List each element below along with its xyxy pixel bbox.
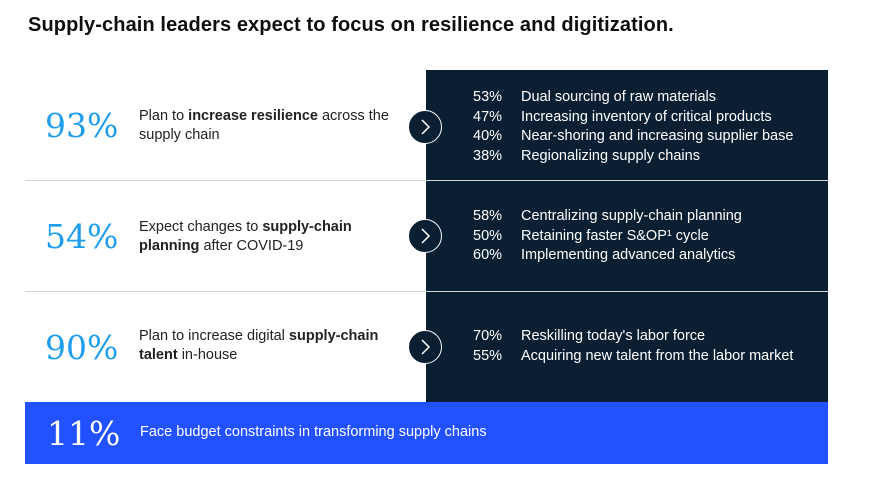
chevron-right-icon xyxy=(408,110,442,144)
detail-item: 53% Dual sourcing of raw materials xyxy=(473,89,717,105)
detail-item: 40% Near-shoring and increasing supplier … xyxy=(473,128,794,144)
detail-item: 60% Implementing advanced analytics xyxy=(473,247,736,263)
detail-item: 55% Acquiring new talent from the labor m… xyxy=(473,347,794,364)
row-divider xyxy=(25,291,828,292)
detail-item: 50% Retaining faster S&OP¹ cycle xyxy=(473,227,709,244)
page-title: Supply-chain leaders expect to focus on … xyxy=(28,14,674,36)
chevron-right-icon xyxy=(408,219,442,253)
stat-value: 93% xyxy=(45,106,119,145)
stat-row-planning: 54% Expect changes to supply-chain plann… xyxy=(25,181,828,291)
detail-item: 58% Centralizing supply-chain planning xyxy=(473,208,742,224)
stat-description: Expect changes to supply-chain planning … xyxy=(139,219,352,254)
detail-item: 70% Reskilling today's labor force xyxy=(473,328,706,344)
stat-value: 90% xyxy=(45,328,119,367)
stat-description: Face budget constraints in transforming … xyxy=(140,424,487,440)
dark-panel xyxy=(426,70,828,402)
chevron-right-icon xyxy=(408,330,442,364)
budget-constraint-bar: 11% Face budget constraints in transform… xyxy=(25,402,828,464)
detail-item: 38% Regionalizing supply chains xyxy=(473,147,700,164)
detail-list: 53% Dual sourcing of raw materials 47% Inc… xyxy=(473,89,793,167)
row-divider xyxy=(25,180,828,181)
stat-description: Plan to increase resilience across the s… xyxy=(139,108,389,143)
stat-row-resilience: 93% Plan to increase resilience across t… xyxy=(25,70,828,180)
detail-list: 58% Centralizing supply-chain planning 50… xyxy=(473,208,742,267)
stat-row-talent: 90% Plan to increase digital supply-chai… xyxy=(25,292,828,402)
detail-list: 70% Reskilling today's labor force 55% Acq… xyxy=(473,328,793,367)
detail-item: 47% Increasing inventory of critical prod… xyxy=(473,108,772,125)
stat-description: Plan to increase digital supply-chain ta… xyxy=(139,328,379,363)
stat-value: 11% xyxy=(47,414,121,453)
stat-value: 54% xyxy=(45,217,119,256)
